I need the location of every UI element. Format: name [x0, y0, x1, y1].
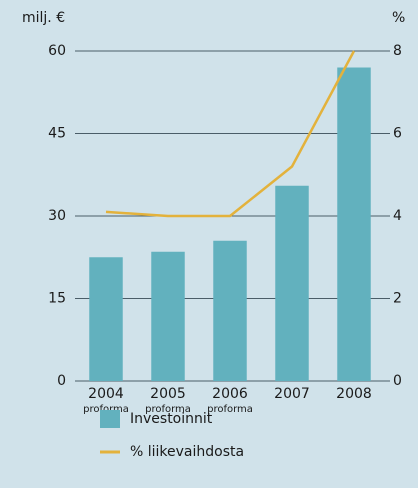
y2-tick-label: 2 [393, 291, 402, 307]
x-tick-label: 2006 [212, 386, 248, 402]
bar [275, 185, 309, 381]
y-tick-label: 15 [48, 291, 66, 307]
y-tick-label: 30 [48, 208, 66, 224]
y-tick-label: 60 [48, 43, 66, 59]
y2-tick-label: 6 [393, 126, 402, 142]
y-axis-label: milj. € [22, 10, 65, 26]
x-tick-label: 2008 [336, 386, 372, 402]
line [105, 50, 356, 218]
x-tick-label: 2005 [150, 386, 186, 402]
bar [89, 257, 123, 381]
x-tick-sublabel: proforma [145, 404, 191, 415]
y2-tick-label: 4 [393, 208, 402, 224]
legend-swatch [100, 410, 120, 428]
bar [337, 67, 371, 381]
y2-tick-label: 8 [393, 43, 402, 59]
x-tick-label: 2007 [274, 386, 310, 402]
bar [151, 251, 185, 381]
legend-label: Investoinnit [130, 411, 213, 427]
x-tick-sublabel: proforma [207, 404, 253, 415]
legend-label: % liikevaihdosta [130, 444, 244, 460]
y2-axis-label: % [392, 10, 405, 26]
x-tick-label: 2004 [88, 386, 124, 402]
y-tick-label: 0 [57, 373, 66, 389]
y2-tick-label: 0 [393, 373, 402, 389]
x-tick-sublabel: proforma [83, 404, 129, 415]
y-tick-label: 45 [48, 126, 66, 142]
bar [213, 240, 247, 381]
